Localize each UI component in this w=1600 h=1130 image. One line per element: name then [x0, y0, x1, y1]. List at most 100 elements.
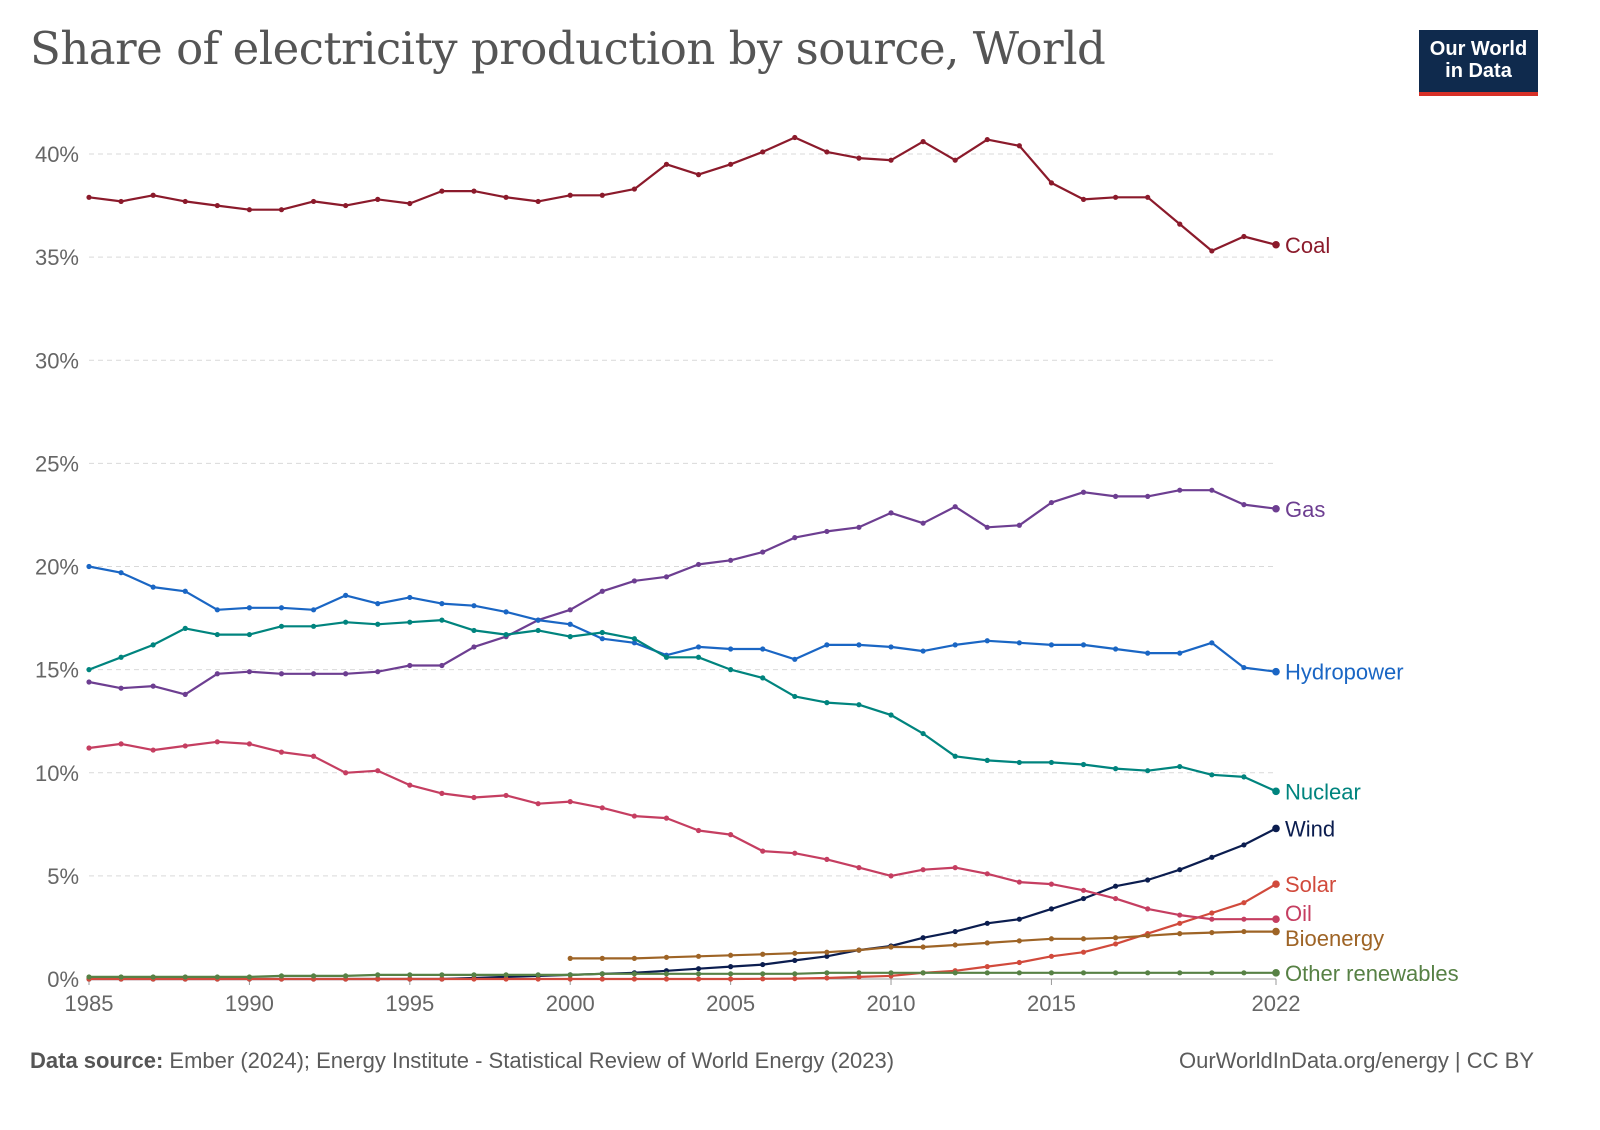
- data-point-bioenergy: [984, 940, 990, 946]
- data-point-coal: [1016, 143, 1022, 149]
- data-point-gas: [984, 524, 990, 530]
- data-point-wind: [1016, 916, 1022, 922]
- chart-title: Share of electricity production by sourc…: [30, 22, 1106, 75]
- data-point-gas: [471, 644, 477, 650]
- data-point-nuclear: [824, 700, 830, 706]
- data-point-wind: [1177, 867, 1183, 873]
- credit-link[interactable]: OurWorldInData.org/energy | CC BY: [1178, 1048, 1534, 1073]
- data-point-nuclear: [246, 631, 253, 638]
- data-point-other-renewables: [856, 970, 862, 976]
- owid-logo[interactable]: Our World in Data: [1419, 30, 1538, 96]
- data-point-solar: [695, 976, 702, 982]
- data-point-coal: [310, 198, 317, 205]
- x-tick-label: 2000: [546, 991, 595, 1016]
- data-point-hydropower: [1145, 650, 1151, 656]
- data-point-oil: [214, 739, 220, 745]
- series-line-coal: [88, 136, 1277, 252]
- series-label-wind: Wind: [1285, 816, 1335, 841]
- data-point-hydropower: [920, 648, 926, 654]
- data-point-gas: [246, 669, 253, 675]
- data-point-oil: [471, 794, 477, 801]
- y-tick-label: 40%: [35, 142, 79, 167]
- data-point-solar: [1016, 959, 1022, 966]
- data-point-hydropower: [407, 594, 413, 601]
- data-point-oil: [118, 741, 124, 747]
- line-chart: 0% 5% 10% 15% 20% 25% 30% 35% 40% 1985 1990 1995 200…: [35, 134, 1459, 1016]
- data-point-oil: [246, 741, 253, 747]
- data-point-bioenergy: [1177, 931, 1183, 937]
- series-label-hydropower: Hydropower: [1285, 660, 1404, 685]
- data-point-solar: [984, 964, 990, 970]
- data-point-wind: [760, 961, 766, 968]
- data-point-hydropower: [246, 605, 253, 611]
- data-point-nuclear: [1048, 759, 1055, 766]
- data-point-bioenergy: [599, 955, 605, 961]
- data-point-coal: [535, 198, 541, 205]
- data-point-solar: [471, 976, 477, 982]
- data-point-nuclear: [1177, 763, 1183, 770]
- data-point-gas: [407, 662, 413, 669]
- data-point-nuclear: [631, 636, 637, 642]
- data-point-other-renewables: [535, 972, 541, 978]
- data-point-hydropower: [1080, 642, 1087, 648]
- data-point-hydropower: [439, 601, 445, 607]
- x-tick-label: 1995: [385, 991, 434, 1016]
- data-point-gas: [310, 671, 317, 677]
- data-point-coal: [1209, 248, 1215, 254]
- data-point-other-renewables: [920, 970, 926, 976]
- data-point-other-renewables: [214, 974, 220, 980]
- data-point-wind: [952, 928, 958, 935]
- data-source-label: Data source:: [30, 1048, 164, 1073]
- data-point-other-renewables: [246, 974, 253, 980]
- data-point-bioenergy: [695, 953, 702, 959]
- data-point-hydropower: [1272, 667, 1280, 676]
- data-point-bioenergy: [631, 955, 637, 961]
- data-point-gas: [1080, 489, 1087, 495]
- data-point-hydropower: [535, 617, 541, 623]
- data-point-bioenergy: [728, 952, 734, 958]
- data-point-oil: [375, 768, 381, 774]
- data-point-nuclear: [439, 617, 445, 623]
- data-point-bioenergy: [792, 950, 798, 956]
- data-point-bioenergy: [1272, 927, 1280, 936]
- data-point-oil: [535, 801, 541, 807]
- data-point-other-renewables: [1016, 970, 1022, 976]
- data-point-oil: [695, 827, 702, 834]
- data-point-coal: [695, 172, 702, 178]
- data-point-nuclear: [471, 627, 477, 634]
- data-point-gas: [1048, 499, 1055, 506]
- y-tick-label: 0%: [47, 967, 79, 992]
- x-tick-label: 2015: [1027, 991, 1076, 1016]
- y-tick-label: 30%: [35, 348, 79, 373]
- data-point-nuclear: [375, 621, 381, 627]
- data-point-coal: [246, 207, 253, 213]
- data-point-other-renewables: [888, 970, 894, 976]
- data-point-coal: [824, 149, 830, 155]
- data-point-coal: [984, 136, 990, 143]
- data-point-coal: [856, 155, 862, 161]
- y-tick-label: 15%: [35, 658, 79, 683]
- data-point-nuclear: [1272, 787, 1280, 796]
- data-point-bioenergy: [1112, 935, 1119, 941]
- data-point-oil: [1177, 912, 1183, 918]
- x-tick-label: 1985: [65, 991, 114, 1016]
- data-point-oil: [310, 753, 317, 759]
- data-point-gas: [1177, 487, 1183, 493]
- data-point-oil: [984, 871, 990, 877]
- data-point-solar: [1209, 910, 1215, 916]
- data-point-nuclear: [1080, 761, 1087, 768]
- data-point-nuclear: [760, 675, 766, 681]
- data-point-hydropower: [471, 603, 477, 609]
- data-point-nuclear: [214, 631, 220, 638]
- data-point-hydropower: [214, 607, 220, 613]
- data-point-nuclear: [535, 627, 541, 634]
- data-point-wind: [1112, 883, 1119, 889]
- data-point-solar: [599, 976, 605, 982]
- data-point-coal: [760, 149, 766, 155]
- y-tick-label: 10%: [35, 761, 79, 786]
- data-point-wind: [1209, 854, 1215, 860]
- data-point-nuclear: [599, 629, 605, 636]
- data-point-hydropower: [86, 563, 92, 570]
- data-point-hydropower: [182, 588, 188, 594]
- data-point-oil: [792, 850, 798, 856]
